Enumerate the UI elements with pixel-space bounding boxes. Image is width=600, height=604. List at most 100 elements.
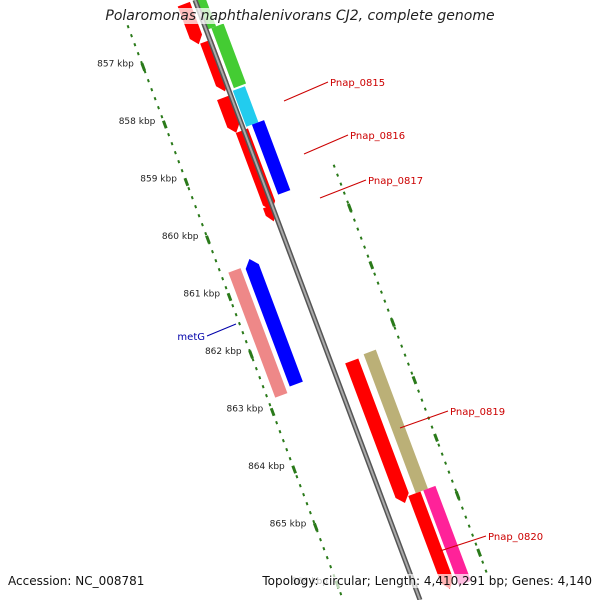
- gene-feature-red[interactable]: [200, 39, 229, 92]
- tick-dot: [467, 524, 471, 528]
- genome-summary-text: Topology: circular; Length: 4,410,291 bp…: [262, 574, 592, 588]
- tick-dot: [126, 24, 130, 29]
- gene-label-Pnap_0820[interactable]: Pnap_0820: [488, 532, 543, 543]
- kbp-tick-label: 862 kbp: [205, 347, 242, 357]
- tick-dot: [410, 371, 414, 375]
- tick-dot: [464, 515, 468, 519]
- gene-label-Pnap_0817[interactable]: Pnap_0817: [368, 176, 423, 187]
- kbp-tick-mark: [205, 235, 211, 244]
- tick-dot: [130, 33, 133, 38]
- tick-dot: [471, 533, 475, 537]
- kbp-tick-label: 861 kbp: [183, 289, 220, 299]
- kbp-tick-label: 859 kbp: [140, 174, 177, 184]
- tick-dot: [440, 452, 444, 456]
- kbp-tick-mark: [291, 465, 297, 474]
- kbp-tick-label: 857 kbp: [97, 59, 134, 69]
- gene-label-Pnap_0816[interactable]: Pnap_0816: [350, 131, 405, 142]
- tick-dot: [217, 267, 221, 272]
- kbp-tick-label: 863 kbp: [227, 404, 264, 414]
- outer-tick-mark: [476, 548, 482, 557]
- tick-dot: [187, 186, 191, 191]
- tick-dot: [197, 213, 201, 218]
- tick-dot: [346, 200, 350, 204]
- tick-dot: [444, 461, 448, 465]
- tick-dot: [460, 506, 464, 510]
- tick-dot: [430, 425, 434, 429]
- kbp-tick-mark: [312, 522, 319, 532]
- gene-feature-salmon[interactable]: [228, 268, 288, 398]
- tick-dot: [153, 96, 157, 101]
- tick-dot: [211, 249, 214, 254]
- tick-dot: [238, 321, 241, 326]
- tick-dot: [454, 488, 458, 492]
- gene-feature-red[interactable]: [345, 358, 409, 503]
- tick-dot: [417, 389, 421, 393]
- gene-feature-green[interactable]: [211, 23, 247, 89]
- tick-dot: [312, 519, 316, 524]
- tick-dot: [423, 407, 427, 411]
- tick-dot: [305, 501, 309, 506]
- kbp-tick-mark: [161, 120, 168, 129]
- gene-feature-khaki[interactable]: [363, 349, 428, 494]
- tick-dot: [403, 353, 407, 357]
- tick-dot: [342, 191, 346, 195]
- gene-feature-pink[interactable]: [423, 485, 472, 586]
- tick-dot: [339, 182, 343, 186]
- tick-dot: [133, 42, 137, 47]
- gene-feature-red[interactable]: [217, 95, 240, 133]
- tick-dot: [295, 474, 299, 479]
- gene-label-leader: [283, 81, 329, 102]
- outer-tick-mark: [346, 203, 353, 212]
- tick-dot: [376, 281, 380, 285]
- gene-label-metG[interactable]: metG: [177, 332, 205, 343]
- tick-dot: [221, 276, 225, 281]
- tick-dot: [234, 312, 238, 317]
- tick-dot: [298, 483, 302, 488]
- outer-tick-mark: [411, 375, 418, 385]
- tick-dot: [325, 555, 329, 560]
- tick-dot: [275, 420, 279, 425]
- tick-dot: [258, 375, 262, 380]
- tick-dot: [180, 168, 184, 173]
- kbp-tick-label: 865 kbp: [270, 519, 307, 529]
- tick-dot: [400, 344, 404, 348]
- gene-label-Pnap_0819[interactable]: Pnap_0819: [450, 407, 505, 418]
- tick-dot: [332, 164, 336, 168]
- tick-dot: [241, 330, 245, 335]
- tick-dot: [450, 479, 454, 483]
- outer-tick-mark: [390, 318, 396, 327]
- tick-dot: [288, 456, 292, 461]
- gene-label-leader: [206, 323, 237, 337]
- tick-dot: [244, 339, 248, 344]
- tick-dot: [254, 366, 258, 371]
- outer-tick-mark: [454, 490, 461, 500]
- kbp-tick-label: 858 kbp: [119, 117, 156, 127]
- tick-dot: [319, 537, 322, 542]
- tick-dot: [437, 443, 441, 447]
- tick-dot: [224, 285, 228, 290]
- gene-label-Pnap_0815[interactable]: Pnap_0815: [330, 78, 385, 89]
- tick-dot: [285, 447, 289, 452]
- gene-features: [177, 0, 472, 589]
- page-title: Polaromonas naphthalenivorans CJ2, compl…: [0, 8, 600, 24]
- tick-dot: [167, 132, 171, 137]
- tick-dot: [265, 393, 268, 398]
- tick-dot: [396, 335, 400, 339]
- tick-dot: [363, 245, 367, 249]
- tick-dot: [268, 402, 272, 407]
- kbp-tick-label: 860 kbp: [162, 232, 199, 242]
- tick-dot: [373, 272, 377, 276]
- kbp-tick-mark: [248, 350, 254, 359]
- tick-dot: [146, 78, 150, 83]
- gene-feature-blue[interactable]: [251, 120, 291, 195]
- tick-dot: [386, 308, 390, 312]
- tick-dot: [379, 290, 383, 294]
- gene-feature-cyan[interactable]: [232, 86, 259, 127]
- tick-dot: [302, 492, 306, 497]
- tick-dot: [322, 546, 326, 551]
- tick-dot: [352, 218, 356, 222]
- gene-feature-red[interactable]: [408, 491, 454, 589]
- tick-dot: [278, 429, 282, 434]
- gene-feature-blue[interactable]: [245, 259, 303, 387]
